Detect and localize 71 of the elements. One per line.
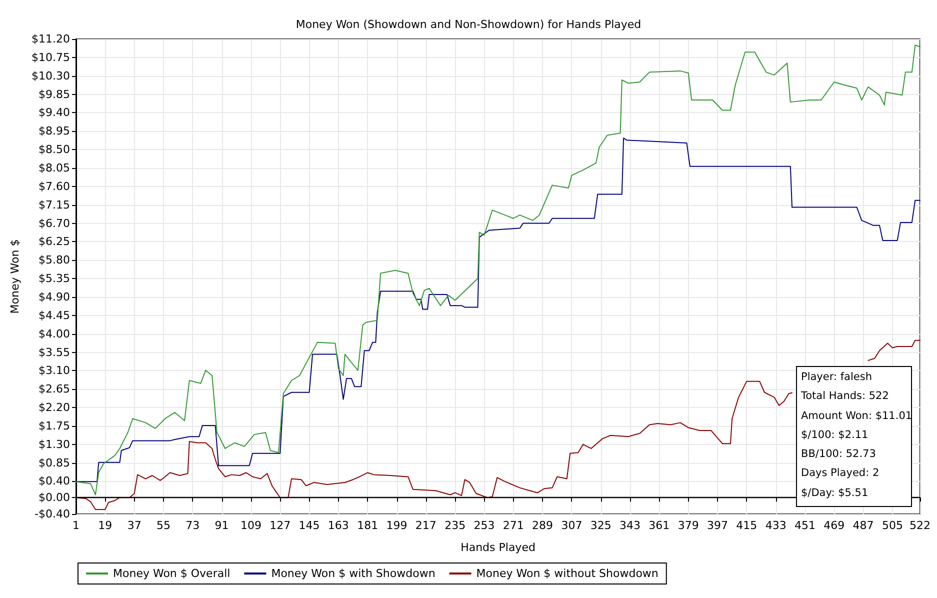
y-tick-label: $8.50 <box>38 143 70 156</box>
x-tick-label: 487 <box>852 519 874 532</box>
y-tick-label: -$0.40 <box>34 508 70 520</box>
x-tick-label: 433 <box>765 519 786 532</box>
x-tick-label: 271 <box>502 519 524 532</box>
x-tick-label: 235 <box>444 519 466 532</box>
y-tick-label: $7.60 <box>38 180 70 193</box>
y-tick-label: $5.35 <box>38 272 70 286</box>
y-tick-label: $3.55 <box>38 346 70 359</box>
y-tick-label: $10.75 <box>32 50 70 64</box>
y-tick-label: $1.75 <box>38 419 70 432</box>
annotation: Days Played: 2 <box>801 466 880 482</box>
y-tick-label: $1.30 <box>38 438 70 451</box>
y-tick-label: $5.80 <box>38 254 70 267</box>
y-tick-label: $2.20 <box>38 401 70 414</box>
legend-label: Money Won $ with Showdown <box>271 567 436 580</box>
y-tick-label: $0.40 <box>38 474 70 488</box>
y-tick-label: $8.95 <box>38 124 70 138</box>
x-axis-title: Hands Played <box>460 541 536 554</box>
x-tick-label: 397 <box>707 519 728 532</box>
y-tick-label: $4.90 <box>38 290 70 304</box>
x-tick-label: 379 <box>678 519 699 532</box>
y-tick-label: $0.00 <box>38 491 70 504</box>
x-tick-label: 522 <box>910 519 930 532</box>
annotation: Amount Won: $11.01 <box>801 408 912 424</box>
x-tick-label: 361 <box>648 519 670 532</box>
annotation: Player: falesh <box>801 370 873 385</box>
legend-label: Money Won $ without Showdown <box>476 567 658 580</box>
y-tick-label: $3.10 <box>38 364 70 378</box>
y-tick-label: $8.05 <box>38 161 70 174</box>
x-tick-label: 1 <box>72 519 80 532</box>
y-tick-label: $0.85 <box>38 456 70 470</box>
x-tick-label: 325 <box>590 519 612 532</box>
x-tick-label: 199 <box>386 519 408 532</box>
y-tick-label: $6.70 <box>38 216 70 230</box>
x-tick-label: 181 <box>357 519 378 532</box>
x-tick-label: 253 <box>474 519 495 532</box>
line-series <box>76 138 920 482</box>
y-tick-label: $9.40 <box>38 106 70 120</box>
y-tick-label: $11.20 <box>32 32 70 46</box>
legend-label: Money Won $ Overall <box>113 567 230 580</box>
x-tick-label: 55 <box>156 519 170 532</box>
annotation: $/100: $2.11 <box>801 428 870 443</box>
y-tick-label: $4.00 <box>38 327 70 340</box>
chart-title: Money Won (Showdown and Non-Showdown) for Hands Played <box>296 18 642 31</box>
x-tick-label: 217 <box>415 519 436 532</box>
y-tick-label: $7.15 <box>38 198 70 212</box>
x-tick-label: 451 <box>794 519 816 532</box>
y-axis-title: Money Won $ <box>8 239 22 314</box>
y-tick-label: $10.30 <box>32 69 70 82</box>
x-tick-label: 343 <box>620 519 641 532</box>
x-tick-label: 469 <box>824 519 845 532</box>
x-tick-label: 289 <box>532 519 554 532</box>
y-tick-label: $4.45 <box>38 308 70 322</box>
annotation: BB/100: 52.73 <box>801 447 877 462</box>
y-tick-label: $6.25 <box>38 235 70 248</box>
x-tick-label: 415 <box>736 519 758 532</box>
x-tick-label: 73 <box>186 519 200 532</box>
x-tick-label: 505 <box>882 519 903 532</box>
x-tick-label: 19 <box>98 519 112 532</box>
x-tick-label: 37 <box>127 519 142 532</box>
x-tick-label: 91 <box>214 519 229 532</box>
x-tick-label: 307 <box>561 519 582 532</box>
x-tick-label: 109 <box>240 519 262 532</box>
y-tick-label: $9.85 <box>38 88 70 101</box>
y-tick-label: $2.65 <box>38 382 70 396</box>
x-tick-label: 163 <box>328 519 349 532</box>
annotation: Total Hands: 522 <box>801 389 890 404</box>
x-tick-label: 127 <box>270 519 291 532</box>
x-tick-label: 145 <box>298 519 320 532</box>
annotation: $/Day: $5.51 <box>801 486 870 501</box>
